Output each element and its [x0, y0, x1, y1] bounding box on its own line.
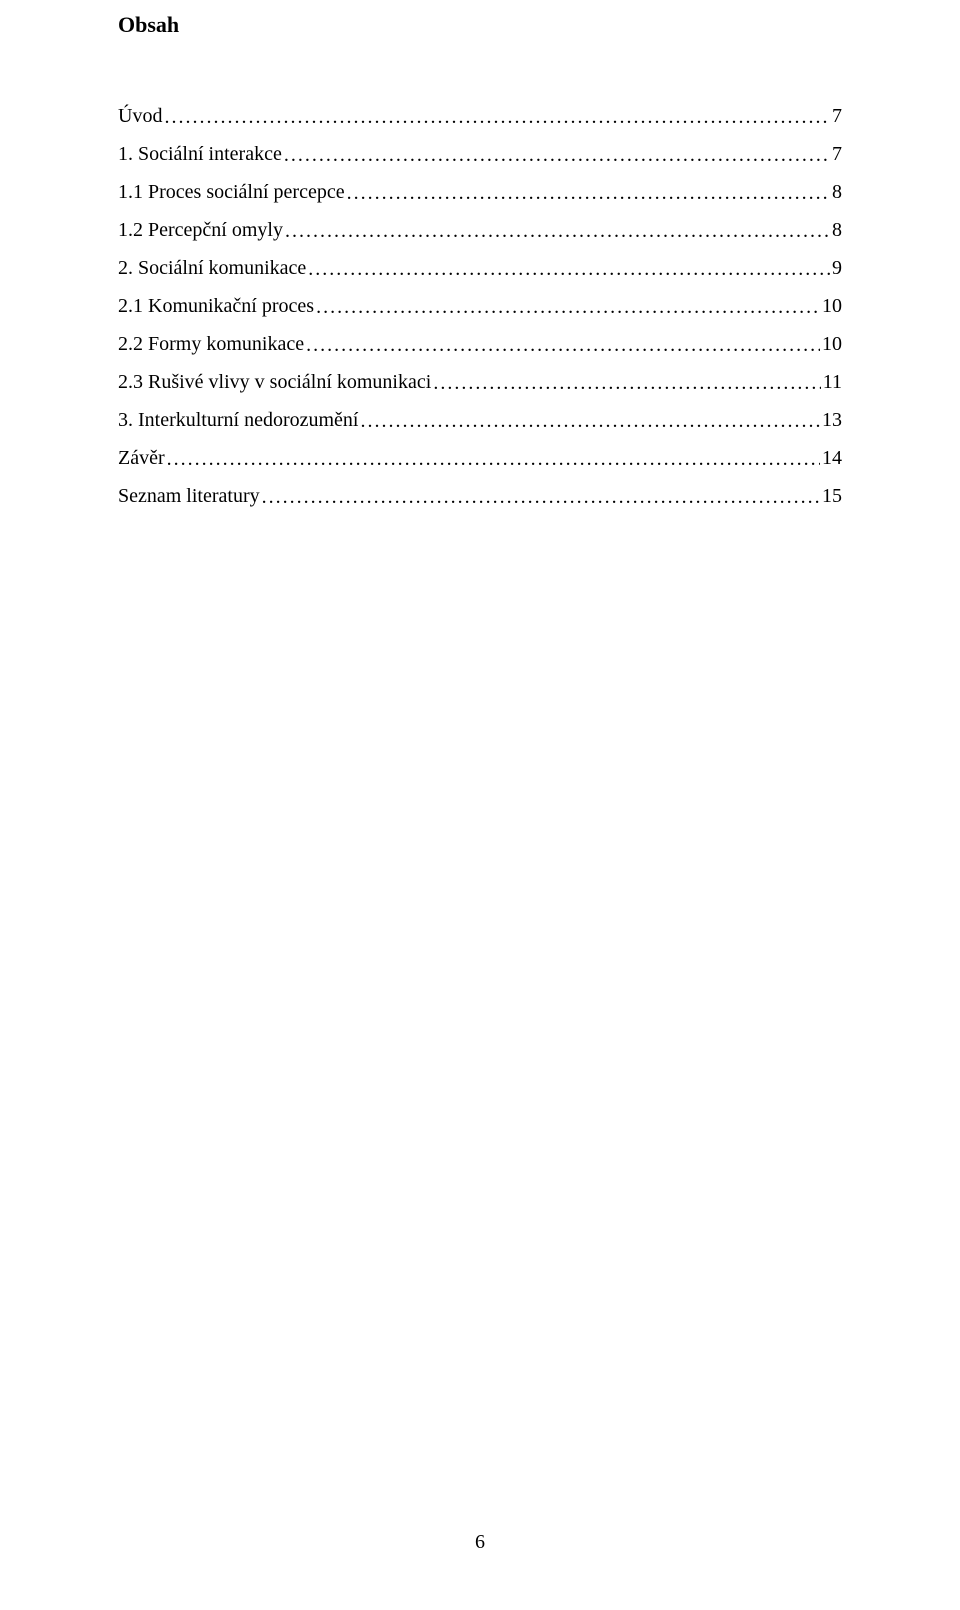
- toc-leader: [361, 411, 821, 431]
- toc-label: 1. Sociální interakce: [118, 144, 282, 164]
- toc-leader: [167, 449, 820, 469]
- toc-leader: [284, 145, 830, 165]
- document-page: Obsah Úvod 7 1. Sociální interakce 7 1.1…: [0, 0, 960, 1610]
- toc-page-number: 11: [823, 372, 842, 392]
- toc-leader: [306, 335, 820, 355]
- toc-page-number: 7: [832, 144, 842, 164]
- toc-label: Úvod: [118, 106, 162, 126]
- toc-label: 2.3 Rušivé vlivy v sociální komunikaci: [118, 372, 431, 392]
- toc-row: Seznam literatury 15: [118, 486, 842, 506]
- toc-page-number: 13: [822, 410, 842, 430]
- toc-leader: [347, 183, 830, 203]
- toc-heading: Obsah: [118, 12, 842, 38]
- toc-page-number: 9: [832, 258, 842, 278]
- toc-row: Úvod 7: [118, 106, 842, 126]
- toc-label: Závěr: [118, 448, 165, 468]
- toc-leader: [164, 107, 830, 127]
- toc-page-number: 10: [822, 334, 842, 354]
- toc-row: 2.3 Rušivé vlivy v sociální komunikaci 1…: [118, 372, 842, 392]
- toc-label: 2.1 Komunikační proces: [118, 296, 314, 316]
- toc-page-number: 8: [832, 220, 842, 240]
- toc-page-number: 8: [832, 182, 842, 202]
- toc-label: Seznam literatury: [118, 486, 260, 506]
- toc-leader: [285, 221, 830, 241]
- toc-row: Závěr 14: [118, 448, 842, 468]
- toc-page-number: 10: [822, 296, 842, 316]
- toc-page-number: 14: [822, 448, 842, 468]
- toc-label: 1.1 Proces sociální percepce: [118, 182, 345, 202]
- toc-label: 3. Interkulturní nedorozumění: [118, 410, 359, 430]
- toc-page-number: 7: [832, 106, 842, 126]
- toc-row: 1.2 Percepční omyly 8: [118, 220, 842, 240]
- toc-row: 1.1 Proces sociální percepce 8: [118, 182, 842, 202]
- toc-row: 2.1 Komunikační proces 10: [118, 296, 842, 316]
- toc-leader: [262, 487, 820, 507]
- toc-label: 2. Sociální komunikace: [118, 258, 306, 278]
- toc-row: 2.2 Formy komunikace 10: [118, 334, 842, 354]
- toc-page-number: 15: [822, 486, 842, 506]
- toc-row: 1. Sociální interakce 7: [118, 144, 842, 164]
- toc-row: 3. Interkulturní nedorozumění 13: [118, 410, 842, 430]
- toc-leader: [433, 373, 820, 393]
- toc-label: 2.2 Formy komunikace: [118, 334, 304, 354]
- toc-leader: [308, 259, 830, 279]
- toc-leader: [316, 297, 820, 317]
- toc-label: 1.2 Percepční omyly: [118, 220, 283, 240]
- toc-row: 2. Sociální komunikace 9: [118, 258, 842, 278]
- table-of-contents: Úvod 7 1. Sociální interakce 7 1.1 Proce…: [118, 106, 842, 506]
- page-footer-number: 6: [0, 1531, 960, 1554]
